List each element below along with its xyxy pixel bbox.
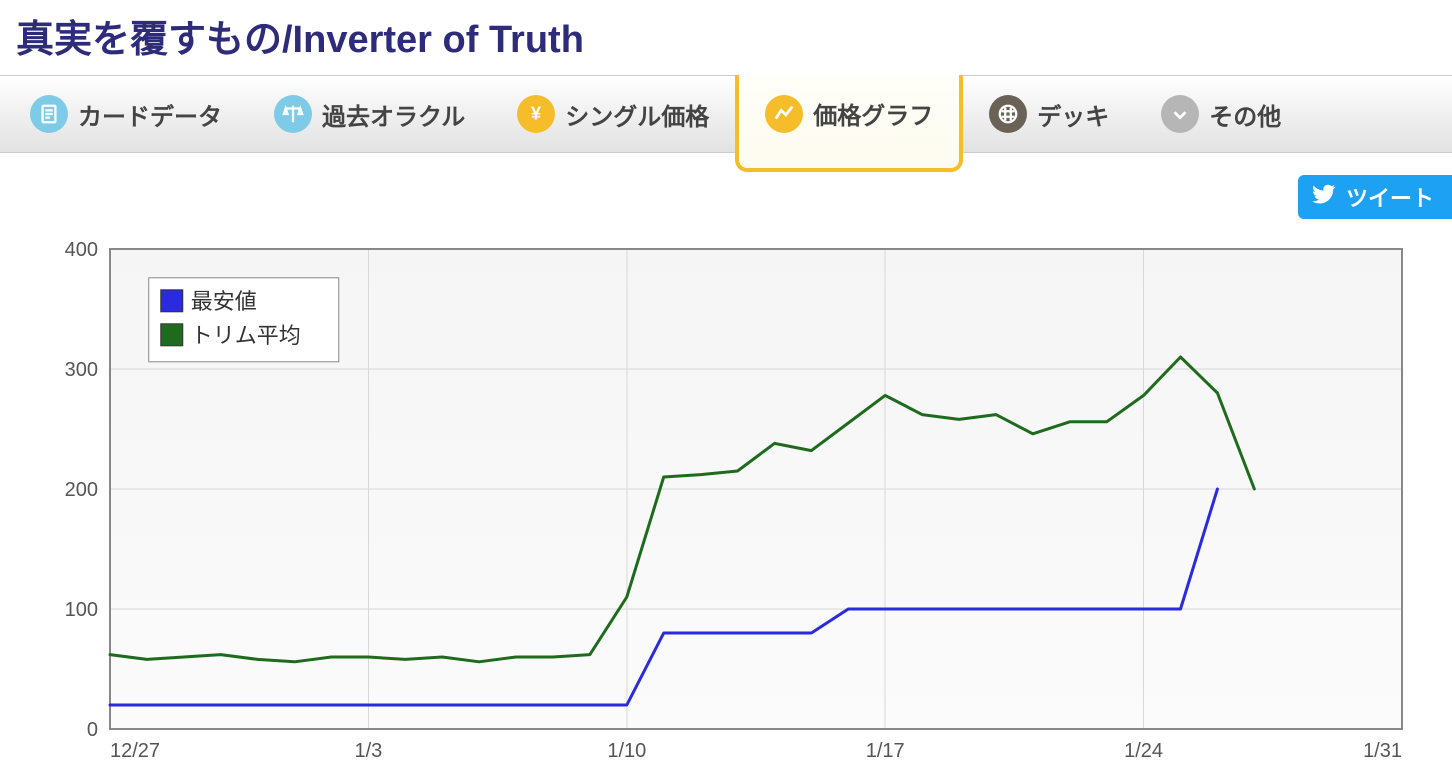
svg-text:1/3: 1/3 — [354, 740, 382, 762]
svg-text:¥: ¥ — [531, 103, 542, 124]
svg-text:12/27: 12/27 — [110, 740, 160, 762]
tab-label: シングル価格 — [565, 97, 709, 132]
tweet-button[interactable]: ツイート — [1298, 175, 1452, 219]
svg-text:1/31: 1/31 — [1363, 740, 1402, 762]
tab-card-data[interactable]: カードデータ — [4, 76, 248, 152]
card-icon — [30, 95, 68, 133]
tab-past-oracle[interactable]: 過去オラクル — [248, 76, 491, 152]
scale-icon — [274, 95, 312, 133]
tab-single-price[interactable]: ¥ シングル価格 — [491, 76, 735, 152]
price-chart-svg: 0 100 200 300 400 12/27 1/3 1/10 1/17 1/24 1/31 最安値… — [30, 239, 1422, 769]
svg-text:最安値: 最安値 — [191, 289, 257, 314]
svg-text:200: 200 — [65, 479, 98, 501]
svg-text:400: 400 — [65, 239, 98, 261]
svg-text:100: 100 — [65, 599, 98, 621]
tab-label: その他 — [1209, 97, 1281, 132]
svg-text:トリム平均: トリム平均 — [191, 323, 301, 348]
tab-other[interactable]: その他 — [1135, 76, 1307, 152]
svg-text:300: 300 — [65, 359, 98, 381]
price-chart: 0 100 200 300 400 12/27 1/3 1/10 1/17 1/24 1/31 最安値… — [0, 219, 1452, 779]
graph-icon — [765, 95, 803, 133]
tab-price-graph[interactable]: 価格グラフ — [735, 75, 963, 172]
svg-text:1/24: 1/24 — [1124, 740, 1163, 762]
grid-icon — [989, 95, 1027, 133]
tab-label: 価格グラフ — [813, 96, 933, 131]
chev-icon — [1161, 95, 1199, 133]
tab-label: デッキ — [1037, 97, 1109, 132]
tab-bar: カードデータ 過去オラクル ¥ シングル価格 価格グラフ デッキ その他 — [0, 75, 1452, 153]
tab-deck[interactable]: デッキ — [963, 76, 1135, 152]
tab-label: カードデータ — [78, 97, 222, 132]
tweet-row: ツイート — [0, 153, 1452, 219]
yen-icon: ¥ — [517, 95, 555, 133]
svg-text:0: 0 — [87, 719, 98, 741]
svg-text:1/17: 1/17 — [866, 740, 905, 762]
tab-label: 過去オラクル — [322, 97, 465, 132]
page-title: 真実を覆すもの/Inverter of Truth — [0, 0, 1452, 75]
tweet-button-label: ツイート — [1346, 181, 1434, 213]
twitter-icon — [1312, 182, 1336, 212]
svg-text:1/10: 1/10 — [607, 740, 646, 762]
